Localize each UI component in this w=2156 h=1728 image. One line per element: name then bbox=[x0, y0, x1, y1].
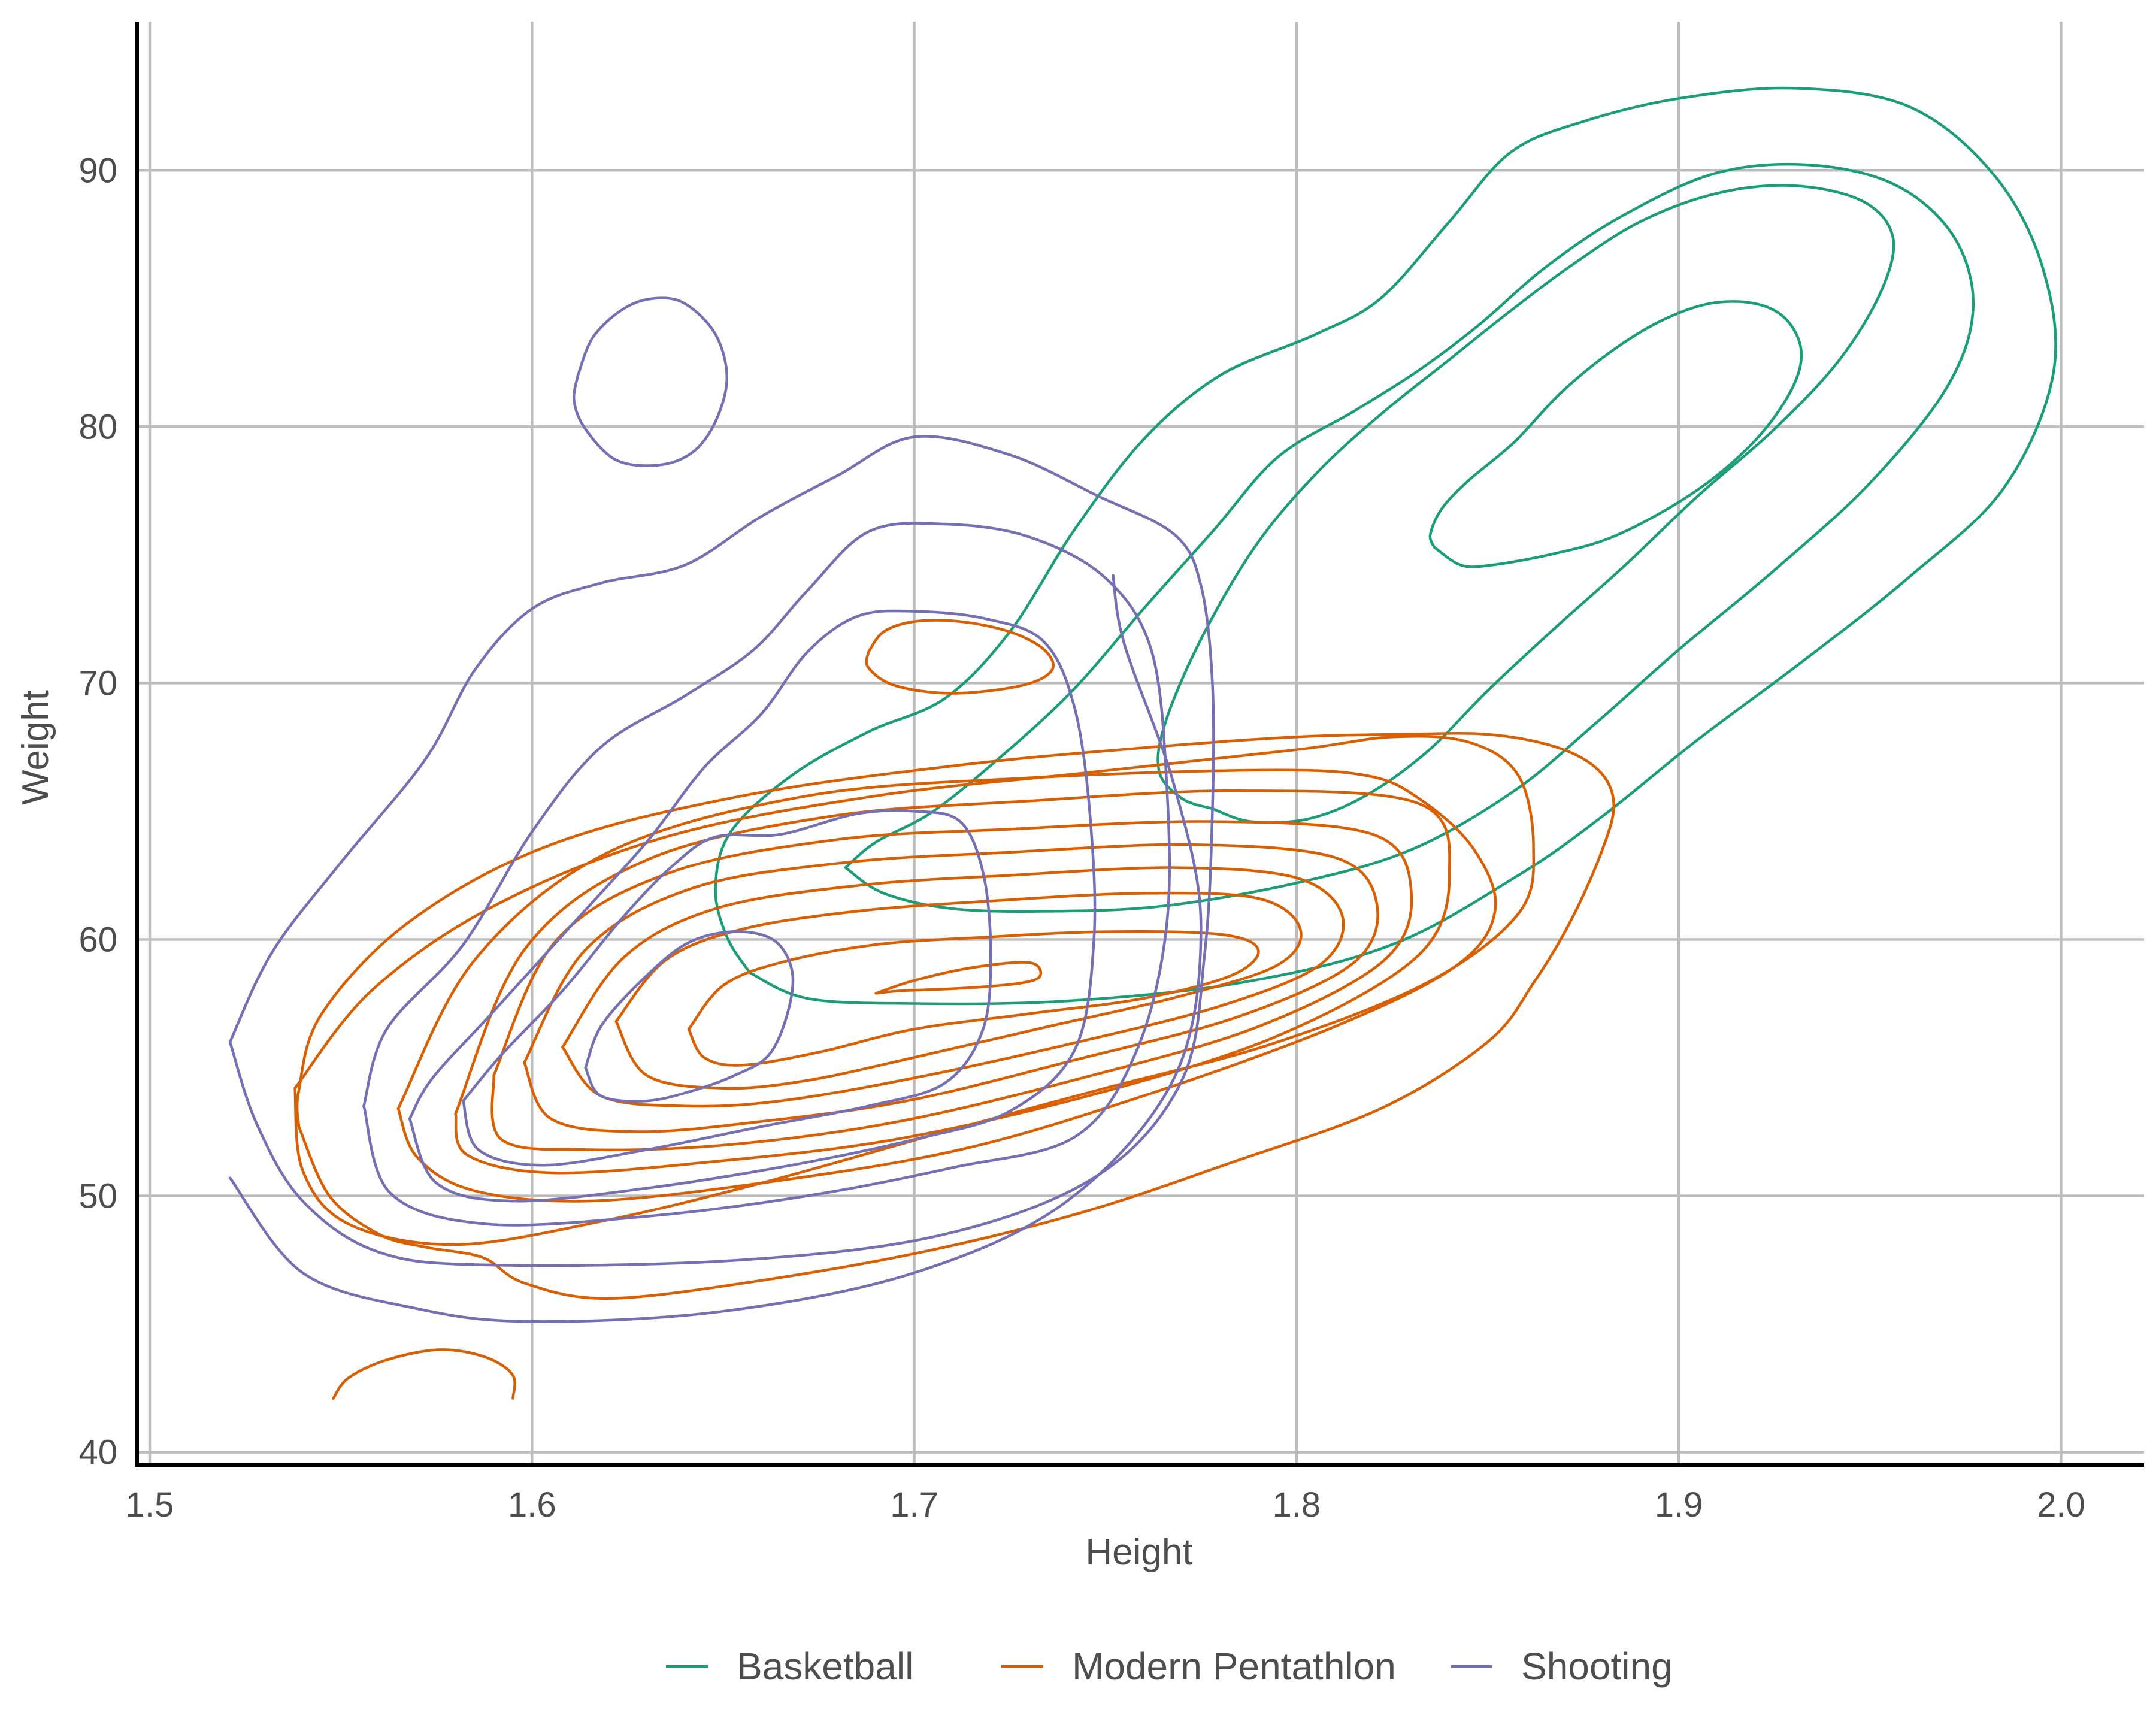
x-tick-label: 1.7 bbox=[890, 1485, 938, 1524]
x-tick-label: 1.6 bbox=[508, 1485, 556, 1524]
series-basketball bbox=[714, 86, 2057, 1006]
y-tick-label: 80 bbox=[78, 407, 117, 446]
y-axis-title: Weight bbox=[15, 690, 56, 805]
y-tick-label: 90 bbox=[78, 151, 117, 190]
x-tick-label: 2.0 bbox=[2037, 1485, 2085, 1524]
contour-modern-pentathlon bbox=[561, 866, 1345, 1108]
contour-shooting bbox=[462, 809, 992, 1167]
legend-item-basketball: Basketball bbox=[666, 1645, 913, 1688]
y-tick-label: 60 bbox=[78, 920, 117, 959]
contour-modern-pentathlon bbox=[332, 1348, 516, 1400]
contour-modern-pentathlon bbox=[396, 768, 1497, 1203]
x-tick-label: 1.5 bbox=[126, 1485, 174, 1524]
contour-shooting bbox=[362, 522, 1171, 1227]
y-tick-label: 50 bbox=[78, 1177, 117, 1216]
legend-item-modern-pentathlon: Modern Pentathlon bbox=[1001, 1645, 1396, 1688]
x-axis-title: Height bbox=[1085, 1532, 1192, 1573]
x-tick-label: 1.9 bbox=[1655, 1485, 1703, 1524]
contour-basketball bbox=[714, 86, 2057, 1006]
series-modern-pentathlon bbox=[293, 619, 1615, 1400]
contour-modern-pentathlon bbox=[523, 843, 1379, 1133]
contour-shooting bbox=[572, 296, 729, 467]
contour-shooting bbox=[228, 574, 1203, 1323]
tick-labels: 1.5 1.6 1.7 1.8 1.9 2.0 40 50 60 70 80 90 bbox=[78, 151, 2085, 1524]
contour-modern-pentathlon bbox=[865, 619, 1055, 695]
contour-shooting bbox=[408, 609, 1097, 1203]
grid bbox=[137, 22, 2144, 1465]
y-tick-label: 70 bbox=[78, 664, 117, 703]
contour-modern-pentathlon bbox=[490, 820, 1413, 1152]
contour-shooting bbox=[584, 930, 795, 1103]
contour-modern-pentathlon bbox=[295, 732, 1615, 1300]
y-tick-label: 40 bbox=[78, 1433, 117, 1472]
legend-label: Basketball bbox=[737, 1645, 913, 1688]
contour-modern-pentathlon bbox=[874, 961, 1043, 995]
contour-basketball bbox=[1156, 184, 1895, 824]
contour-modern-pentathlon bbox=[454, 789, 1451, 1175]
contour-modern-pentathlon bbox=[293, 734, 1536, 1246]
plot-area bbox=[228, 86, 2057, 1400]
x-tick-label: 1.8 bbox=[1273, 1485, 1321, 1524]
legend-label: Modern Pentathlon bbox=[1072, 1645, 1396, 1688]
legend: Basketball Modern Pentathlon Shooting bbox=[666, 1645, 1673, 1688]
contour-modern-pentathlon bbox=[687, 930, 1260, 1067]
contour-shooting bbox=[228, 435, 1215, 1267]
series-shooting bbox=[228, 296, 1215, 1323]
contour-modern-pentathlon bbox=[614, 891, 1303, 1090]
legend-item-shooting: Shooting bbox=[1451, 1645, 1673, 1688]
contour-basketball bbox=[1428, 300, 1803, 568]
legend-label: Shooting bbox=[1521, 1645, 1673, 1688]
